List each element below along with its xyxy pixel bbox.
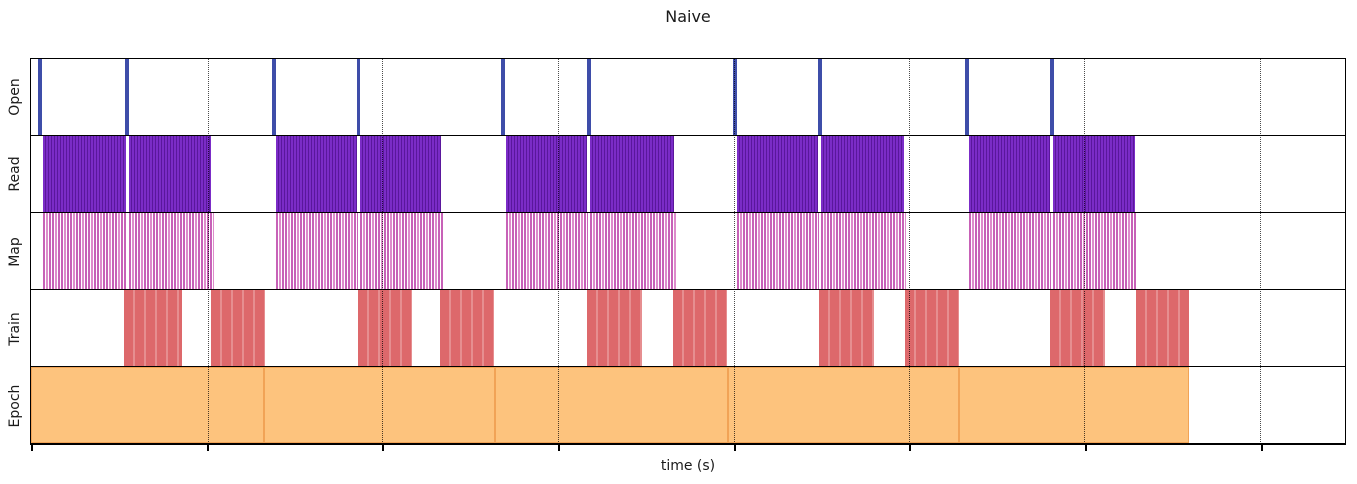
read-bar [506, 136, 588, 212]
open-bar [271, 59, 276, 135]
track-map [31, 213, 1345, 290]
map-bar [275, 213, 358, 289]
map-bar [736, 213, 819, 289]
train-bar [1050, 290, 1106, 366]
map-bar [1053, 213, 1138, 289]
read-bar [590, 136, 674, 212]
x-tick [382, 445, 384, 451]
epoch-bar [263, 367, 496, 443]
train-bar [123, 290, 182, 366]
plot-area [30, 58, 1346, 445]
read-bar [359, 136, 442, 212]
row-label-train: Train [7, 312, 23, 346]
train-bar [587, 290, 643, 366]
map-bar [128, 213, 214, 289]
train-bar [1136, 290, 1190, 366]
read-bar [736, 136, 818, 212]
read-bar [128, 136, 211, 212]
x-tick [1261, 445, 1263, 451]
track-train [31, 290, 1345, 367]
map-bar [590, 213, 676, 289]
row-label-read: Read [7, 156, 23, 192]
x-tick [558, 445, 560, 451]
x-tick [909, 445, 911, 451]
read-bar [968, 136, 1051, 212]
open-bar [37, 59, 42, 135]
x-tick [31, 445, 33, 451]
epoch-bar [958, 367, 1190, 443]
epoch-bar [495, 367, 728, 443]
train-bar [818, 290, 874, 366]
open-bar [1050, 59, 1055, 135]
row-label-open: Open [7, 77, 23, 116]
x-axis-label: time (s) [660, 458, 716, 474]
open-bar [356, 59, 361, 135]
read-bar [275, 136, 357, 212]
row-label-map: Map [7, 236, 23, 267]
train-bar [904, 290, 959, 366]
map-bar [42, 213, 127, 289]
map-bar [820, 213, 906, 289]
epoch-bar [727, 367, 959, 443]
map-bar [359, 213, 444, 289]
chart-title: Naive [665, 7, 711, 26]
open-bar [817, 59, 822, 135]
read-bar [1053, 136, 1136, 212]
x-tick [734, 445, 736, 451]
x-tick [1085, 445, 1087, 451]
map-bar [968, 213, 1052, 289]
read-bar [820, 136, 904, 212]
epoch-bar [31, 367, 264, 443]
track-open [31, 59, 1345, 136]
train-bar [440, 290, 495, 366]
open-bar [501, 59, 506, 135]
train-bar [210, 290, 265, 366]
train-bar [357, 290, 413, 366]
read-bar [42, 136, 126, 212]
row-label-epoch: Epoch [7, 384, 23, 428]
track-read [31, 136, 1345, 213]
track-epoch [31, 367, 1345, 444]
open-bar [124, 59, 129, 135]
open-bar [587, 59, 592, 135]
map-bar [506, 213, 589, 289]
open-bar [732, 59, 737, 135]
open-bar [964, 59, 969, 135]
train-bar [673, 290, 727, 366]
x-tick [207, 445, 209, 451]
